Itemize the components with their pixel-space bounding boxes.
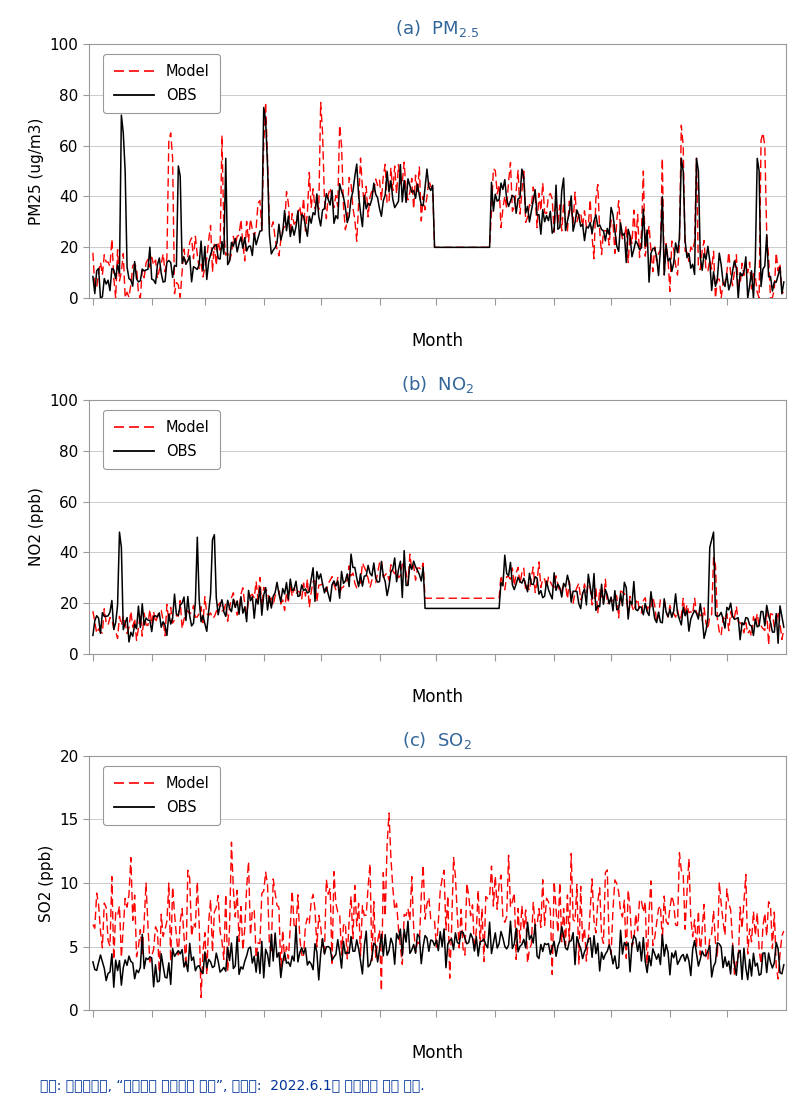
Title: (c)  SO$_{2}$: (c) SO$_{2}$ <box>403 730 472 751</box>
Title: (b)  NO$_{2}$: (b) NO$_{2}$ <box>401 374 474 395</box>
Title: (a)  PM$_{2.5}$: (a) PM$_{2.5}$ <box>395 19 480 40</box>
Legend: Model, OBS: Model, OBS <box>104 54 220 113</box>
Text: 자료: 에어코리아, “최종확정 측정자료 조회”, 검색일:  2022.6.1을 활용하여 저자 작성.: 자료: 에어코리아, “최종확정 측정자료 조회”, 검색일: 2022.6.1… <box>40 1078 425 1093</box>
X-axis label: Month: Month <box>411 688 463 706</box>
Y-axis label: SO2 (ppb): SO2 (ppb) <box>39 844 54 921</box>
X-axis label: Month: Month <box>411 1044 463 1062</box>
Y-axis label: PM25 (ug/m3): PM25 (ug/m3) <box>29 117 45 225</box>
Legend: Model, OBS: Model, OBS <box>104 765 220 825</box>
X-axis label: Month: Month <box>411 333 463 350</box>
Y-axis label: NO2 (ppb): NO2 (ppb) <box>29 488 45 567</box>
Legend: Model, OBS: Model, OBS <box>104 410 220 469</box>
